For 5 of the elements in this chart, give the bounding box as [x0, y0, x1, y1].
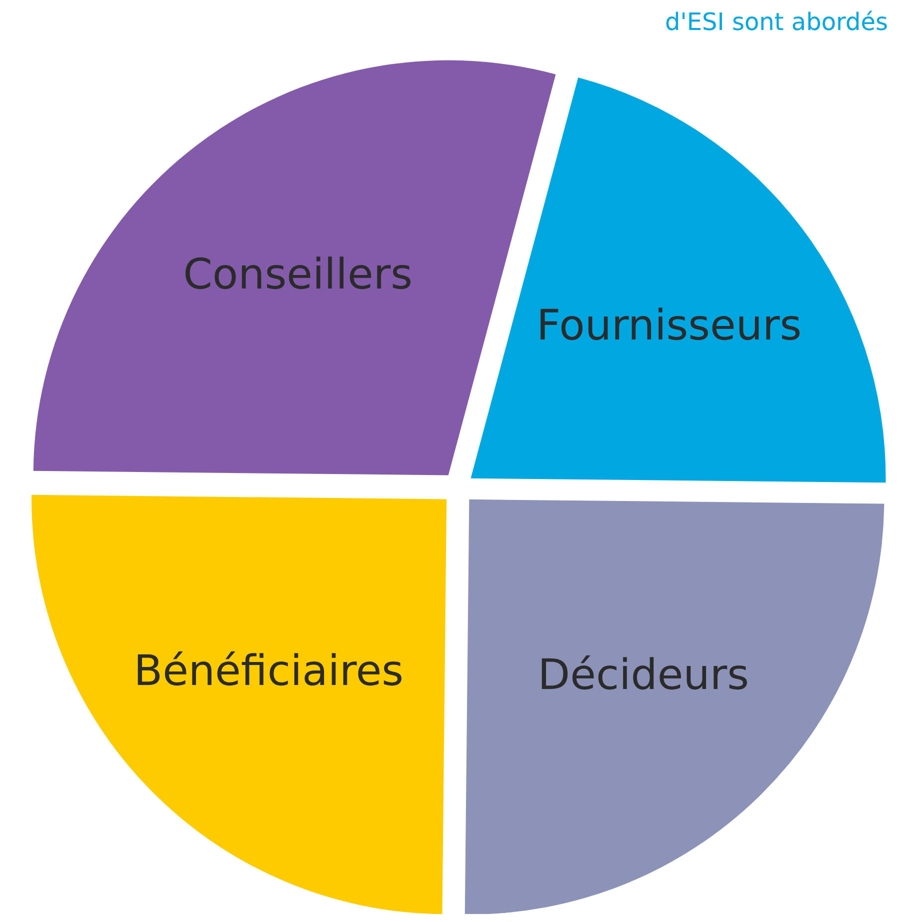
slice-label: Fournisseurs — [536, 300, 802, 350]
text: d'ESI sont abordés — [665, 8, 888, 36]
slice-label: Bénéficiaires — [134, 646, 404, 695]
slice-label: Conseillers — [183, 249, 412, 298]
slice-label: Décideurs — [538, 650, 750, 699]
